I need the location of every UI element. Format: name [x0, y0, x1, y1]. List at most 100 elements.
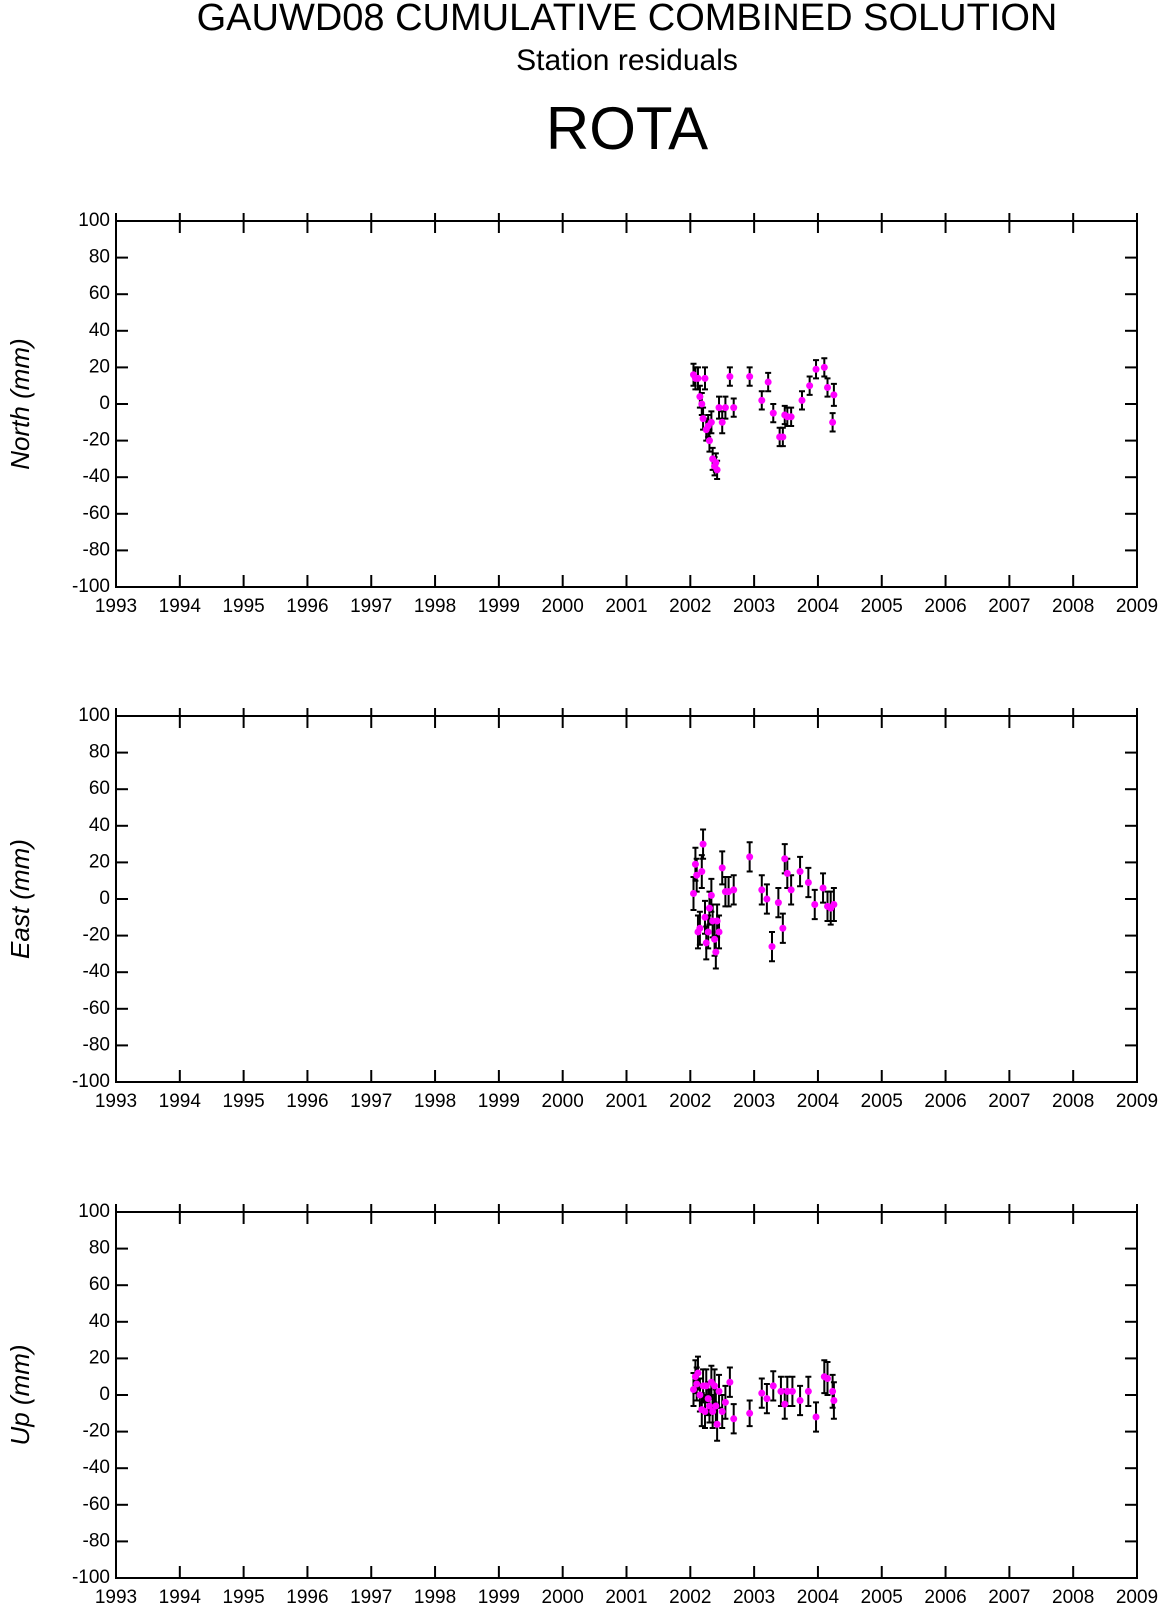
data-point [701, 1407, 709, 1415]
data-point [702, 939, 710, 947]
data-point [715, 928, 723, 936]
y-tick-label: -40 [83, 961, 110, 982]
x-tick-label: 2000 [542, 1587, 584, 1608]
data-point [796, 868, 804, 876]
data-point [705, 1402, 713, 1410]
y-tick-label: 0 [99, 888, 110, 909]
y-tick-label: 20 [89, 1347, 110, 1368]
x-tick-label: 2003 [733, 1091, 775, 1112]
data-point [758, 396, 766, 404]
data-point [715, 404, 723, 412]
data-point [774, 899, 782, 907]
plot-frame [115, 715, 1138, 1083]
data-point [819, 884, 827, 892]
data-point [711, 1382, 719, 1390]
y-tick-label: -40 [83, 466, 110, 487]
y-tick-label: -20 [83, 430, 110, 451]
y-tick-label: 0 [99, 1384, 110, 1405]
data-point [704, 1395, 712, 1403]
y-tick-label: 60 [89, 283, 110, 304]
data-point [713, 917, 721, 925]
data-point [777, 1387, 785, 1395]
data-point [699, 415, 707, 423]
subtitle: Station residuals [516, 44, 738, 77]
y-tick-label: 100 [78, 1201, 110, 1222]
y-tick-label: -60 [83, 998, 110, 1019]
x-tick-label: 1995 [222, 596, 264, 617]
x-tick-label: 2005 [861, 1091, 903, 1112]
x-tick-label: 1996 [286, 1091, 328, 1112]
data-point [746, 373, 754, 381]
data-point [830, 1396, 838, 1404]
data-point [693, 871, 701, 879]
data-point [779, 433, 787, 441]
data-point [712, 459, 720, 467]
data-point [712, 1402, 720, 1410]
y-tick-label: 100 [78, 210, 110, 231]
x-tick-label: 1999 [478, 1091, 520, 1112]
data-point [787, 413, 795, 421]
x-tick-label: 2008 [1052, 1587, 1094, 1608]
x-tick-label: 1996 [286, 1587, 328, 1608]
y-tick-label: -100 [72, 576, 110, 597]
x-tick-label: 1997 [350, 596, 392, 617]
x-tick-label: 2009 [1116, 1587, 1158, 1608]
y-tick-label: -40 [83, 1457, 110, 1478]
data-point [758, 886, 766, 894]
x-tick-label: 2006 [924, 596, 966, 617]
data-point [829, 418, 837, 426]
data-point [798, 396, 806, 404]
x-tick-label: 1997 [350, 1587, 392, 1608]
y-tick-label: 20 [89, 356, 110, 377]
data-point [718, 418, 726, 426]
y-tick-label: -20 [83, 1421, 110, 1442]
y-axis-title: North (mm) [5, 338, 35, 469]
data-point [824, 384, 832, 392]
data-point [746, 1409, 754, 1417]
data-point [788, 1387, 796, 1395]
y-tick-label: 40 [89, 1311, 110, 1332]
x-tick-label: 1994 [159, 1091, 202, 1112]
data-point [730, 1415, 738, 1423]
x-tick-label: 2008 [1052, 596, 1094, 617]
x-tick-label: 2002 [669, 1091, 711, 1112]
data-point [694, 374, 702, 382]
x-tick-label: 2007 [988, 596, 1030, 617]
x-tick-label: 2004 [797, 596, 840, 617]
y-tick-label: -80 [83, 539, 110, 560]
x-tick-label: 2007 [988, 1091, 1030, 1112]
data-point [796, 1396, 804, 1404]
data-point [730, 404, 738, 412]
x-tick-label: 2009 [1116, 1091, 1158, 1112]
x-tick-label: 2000 [542, 1091, 584, 1112]
x-tick-label: 2008 [1052, 1091, 1094, 1112]
x-tick-label: 2002 [669, 596, 711, 617]
data-point [746, 853, 754, 861]
data-point [709, 1407, 717, 1415]
data-point [783, 1387, 791, 1395]
data-point [712, 948, 720, 956]
data-point [704, 928, 712, 936]
x-tick-label: 2004 [797, 1587, 840, 1608]
x-tick-label: 1993 [95, 1091, 137, 1112]
x-tick-label: 2001 [605, 596, 647, 617]
panel: -100 -80 -60 -40 -20 0 20 40 60 80 100 1993 1994 1995… [5, 705, 1158, 1112]
x-tick-label: 1995 [222, 1587, 264, 1608]
x-tick-label: 2003 [733, 1587, 775, 1608]
data-point [806, 382, 814, 390]
x-tick-label: 1997 [350, 1091, 392, 1112]
y-tick-label: -60 [83, 1494, 110, 1515]
data-point [696, 924, 704, 932]
x-tick-label: 1999 [478, 1587, 520, 1608]
data-point [702, 1382, 710, 1390]
data-point [769, 1382, 777, 1390]
y-tick-label: -100 [72, 1071, 110, 1092]
x-tick-label: 1993 [95, 596, 137, 617]
data-point [763, 895, 771, 903]
data-point [721, 1398, 729, 1406]
y-tick-label: 100 [78, 705, 110, 726]
data-point [811, 900, 819, 908]
y-tick-label: 0 [99, 393, 110, 414]
data-point [713, 1420, 721, 1428]
data-point [730, 886, 738, 894]
